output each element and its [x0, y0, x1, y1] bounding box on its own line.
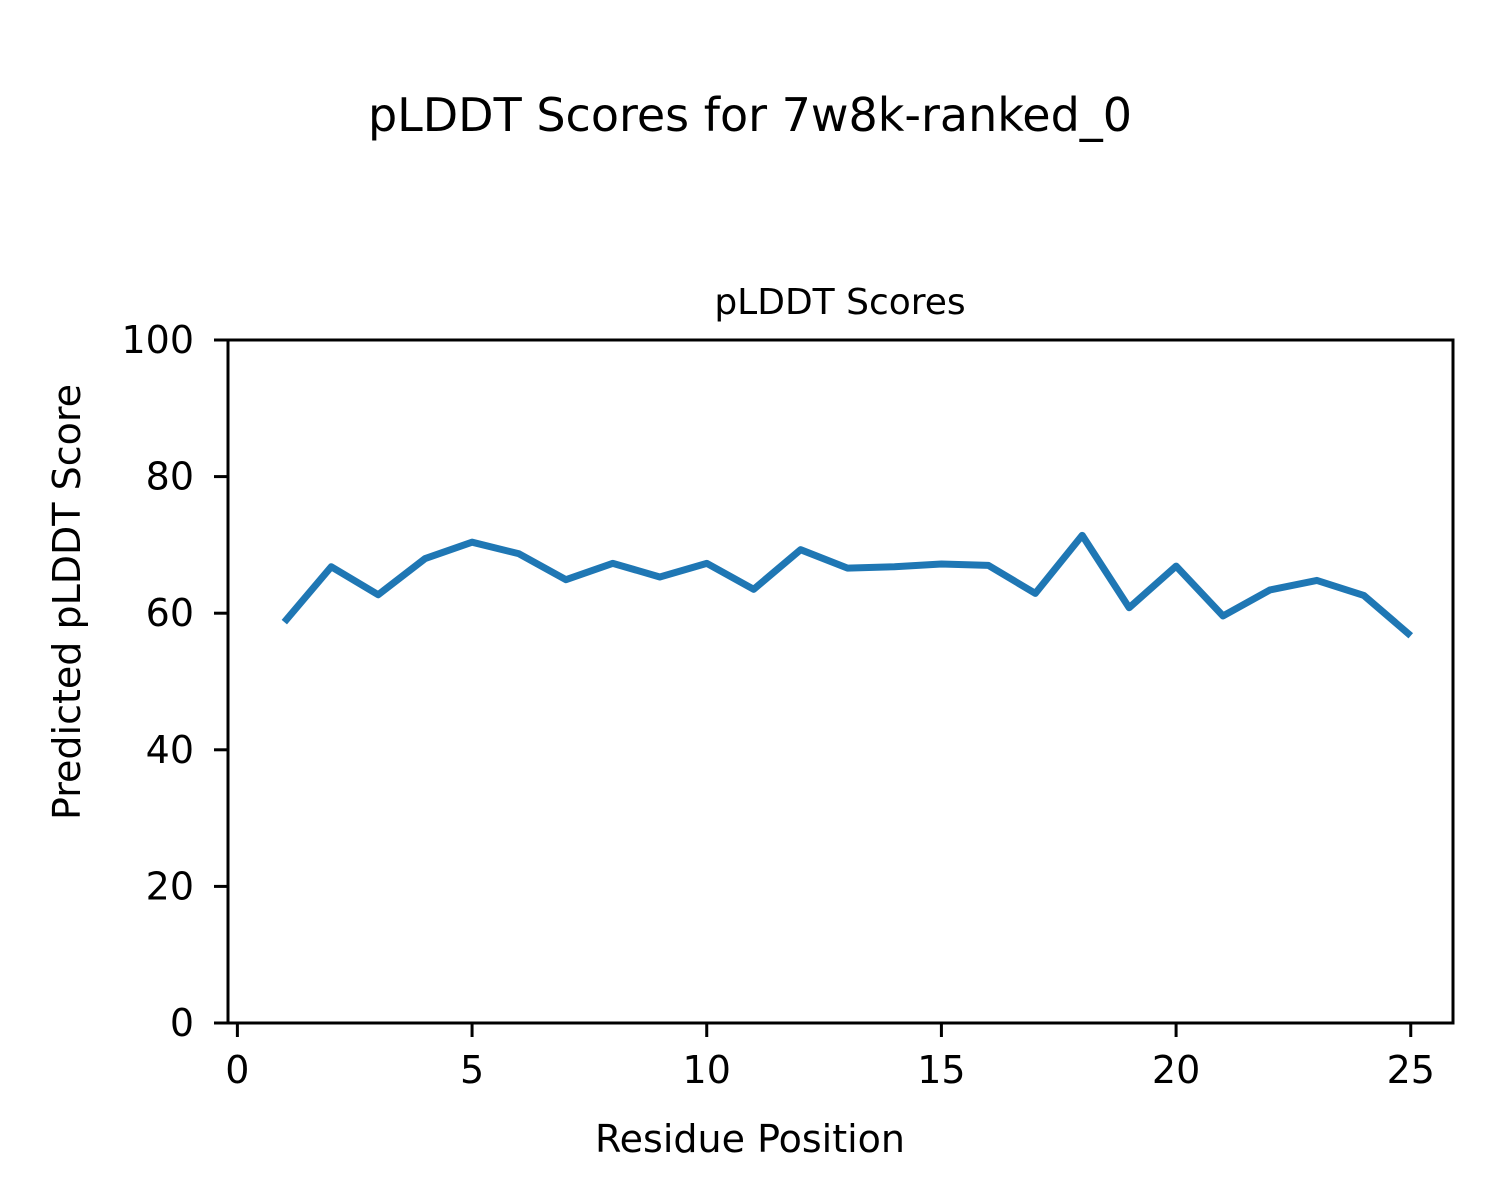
x-tick-label: 20	[1152, 1048, 1200, 1092]
x-tick-label: 15	[917, 1048, 965, 1092]
y-tick-label: 20	[146, 864, 194, 908]
axes-title: pLDDT Scores	[714, 282, 965, 323]
y-tick-label: 60	[146, 591, 194, 635]
x-tick-label: 10	[683, 1048, 731, 1092]
y-axis-label: Predicted pLDDT Score	[45, 384, 89, 820]
x-tick-label: 25	[1387, 1048, 1435, 1092]
y-tick-label: 0	[170, 1001, 194, 1045]
plddt-line	[281, 531, 1414, 639]
x-axis-ticks: 0 5 10 15 20 25	[225, 1023, 1435, 1092]
y-tick-label: 80	[146, 455, 194, 499]
plot-frame	[226, 338, 1455, 1025]
x-axis-label: Residue Position	[595, 1117, 905, 1161]
y-axis-ticks: 0 20 40 60 80 100	[121, 318, 228, 1045]
figure-title: pLDDT Scores for 7w8k-ranked_0	[367, 88, 1133, 142]
y-tick-label: 100	[121, 318, 194, 362]
x-tick-label: 5	[460, 1048, 484, 1092]
x-tick-label: 0	[225, 1048, 249, 1092]
y-tick-label: 40	[146, 728, 194, 772]
